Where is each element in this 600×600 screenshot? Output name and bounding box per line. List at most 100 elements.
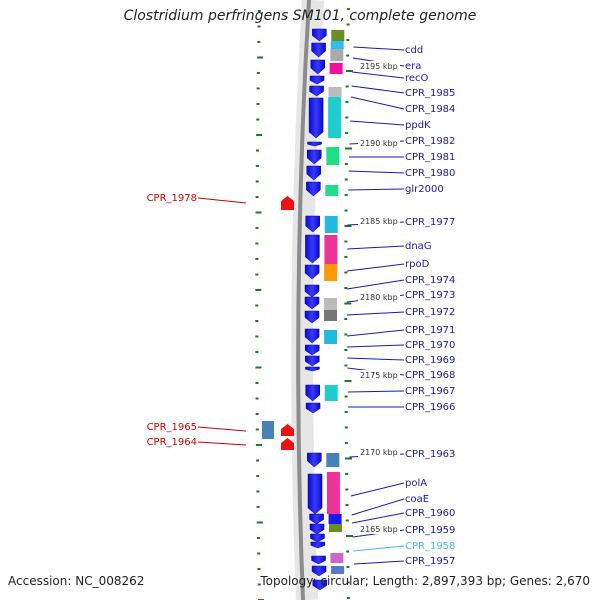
tick-mark <box>255 227 259 229</box>
label-connector <box>353 560 405 565</box>
backbone-ring <box>296 0 311 600</box>
gene-label: coaE <box>405 494 429 505</box>
tick-mark <box>346 550 350 553</box>
tick-mark <box>255 320 259 322</box>
scale-label-bg <box>358 61 400 71</box>
reverse-cds-arrow <box>281 438 294 450</box>
tick-mark <box>255 382 259 384</box>
gene-label: CPR_1960 <box>405 508 455 519</box>
cds-arrow <box>311 42 326 58</box>
tick-mark <box>346 566 350 568</box>
gene-label: CPR_1972 <box>405 307 455 318</box>
scale-label: 2175 kbp <box>360 371 398 380</box>
tick-mark <box>345 473 349 475</box>
cds-arrow <box>306 165 322 181</box>
label-connector <box>351 85 405 94</box>
gene-label: CPR_1977 <box>405 217 455 228</box>
tick-mark <box>344 209 348 212</box>
tick-mark <box>345 488 349 491</box>
cog-block <box>326 472 340 514</box>
scale-labels: 2195 kbp 2190 kbp 2185 kbp 2180 kbp 2175 kbp… <box>358 61 400 534</box>
tick-mark <box>256 521 263 524</box>
gene-label: CPR_1982 <box>405 136 455 147</box>
tick-mark <box>256 134 263 136</box>
scale-label-bg <box>358 216 400 226</box>
cog-block <box>329 524 343 532</box>
cog-block <box>324 298 338 310</box>
tick-mark <box>344 271 348 274</box>
label-connector <box>197 441 247 446</box>
cog-block <box>326 147 340 165</box>
gene-label: CPR_1969 <box>405 355 455 366</box>
gene-label: ppdK <box>405 120 431 131</box>
cds-arrow <box>308 97 324 139</box>
cds-arrow <box>307 149 322 165</box>
tick-mark <box>344 349 348 351</box>
tick-mark <box>346 581 350 584</box>
tick-mark <box>256 72 260 74</box>
tick-mark <box>344 380 352 382</box>
cog-block <box>330 553 344 563</box>
tick-mark <box>257 10 261 12</box>
scale-label: 2185 kbp <box>360 217 398 226</box>
cds-arrow <box>305 234 320 264</box>
cog-block <box>324 330 338 344</box>
tick-mark <box>344 147 352 150</box>
gene-label: CPR_1965 <box>147 422 197 433</box>
tick-mark <box>255 211 262 214</box>
label-connector <box>347 329 405 337</box>
tick-mark <box>255 428 259 431</box>
tick-mark <box>256 475 260 477</box>
tick-mark <box>255 273 259 276</box>
tick-mark <box>256 537 260 539</box>
cds-arrow <box>305 355 320 367</box>
cog-block <box>328 97 342 138</box>
gene-label: recO <box>405 73 429 84</box>
cog-block <box>324 235 338 264</box>
label-connector <box>348 170 405 174</box>
cds-arrow <box>311 555 326 565</box>
cds-arrow <box>306 181 321 197</box>
cog-block <box>326 453 340 467</box>
cds-arrow <box>309 75 325 85</box>
scale-label-bg <box>358 370 400 380</box>
cog-block <box>324 385 338 401</box>
tick-mark <box>255 366 262 369</box>
tick-mark <box>255 351 259 353</box>
tick-mark <box>345 504 349 506</box>
gene-label: CPR_1974 <box>405 275 455 286</box>
gene-label: CPR_1968 <box>405 370 455 381</box>
scale-label: 2180 kbp <box>360 293 398 302</box>
scale-label: 2165 kbp <box>360 525 398 534</box>
inner-tick-track <box>344 8 353 599</box>
tick-mark <box>257 41 261 43</box>
tick-mark <box>345 101 349 103</box>
gene-label: CPR_1967 <box>405 386 455 397</box>
gene-label: CPR_1973 <box>405 290 455 301</box>
cds-arrow <box>310 533 325 543</box>
gene-label: CPR_1970 <box>405 340 455 351</box>
tick-mark <box>257 552 261 555</box>
cds-arrow <box>310 541 326 549</box>
scale-label-bg <box>358 447 400 457</box>
cog-block <box>325 185 339 196</box>
tick-mark <box>344 256 348 258</box>
tick-mark <box>255 397 259 400</box>
label-connector <box>348 188 405 191</box>
label-connector <box>351 96 405 110</box>
tick-mark <box>344 240 348 243</box>
scale-label-bg <box>358 138 400 148</box>
tick-mark <box>345 116 349 119</box>
gene-label: CPR_1957 <box>405 556 455 567</box>
cds-arrow <box>304 328 320 344</box>
cog-block <box>330 49 344 61</box>
tick-mark <box>255 242 259 245</box>
tick-mark <box>344 442 348 444</box>
cds-arrow <box>305 366 320 372</box>
tick-mark <box>344 364 348 367</box>
scale-label-bg <box>358 292 400 302</box>
tick-mark <box>255 149 259 152</box>
cds-arrow <box>312 579 328 591</box>
cds-arrow <box>304 310 320 324</box>
